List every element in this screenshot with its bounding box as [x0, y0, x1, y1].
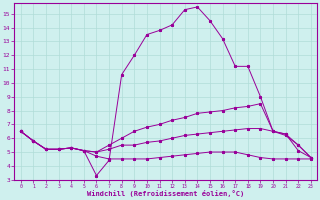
- X-axis label: Windchill (Refroidissement éolien,°C): Windchill (Refroidissement éolien,°C): [87, 190, 244, 197]
